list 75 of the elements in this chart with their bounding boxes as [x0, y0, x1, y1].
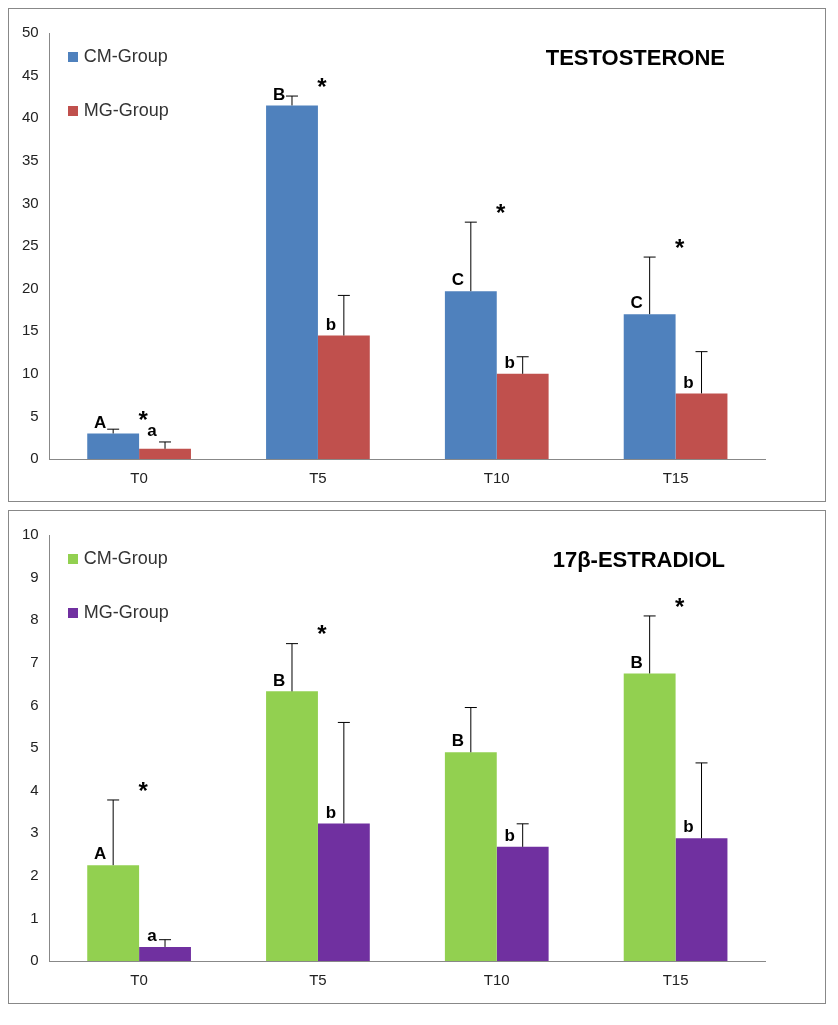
annotation: * [138, 776, 149, 804]
bar [623, 673, 676, 961]
bar [266, 105, 318, 459]
y-tick-label: 2 [30, 865, 39, 883]
y-tick-label: 20 [22, 278, 39, 296]
annotation: b [683, 372, 694, 392]
x-tick-label: T15 [662, 971, 689, 989]
y-tick-label: 9 [30, 567, 39, 585]
annotation: B [630, 652, 643, 672]
annotation: * [317, 72, 328, 100]
annotation: a [147, 421, 158, 441]
x-tick-label: T10 [483, 971, 510, 989]
y-tick-label: 7 [30, 652, 39, 670]
y-tick-label: 45 [22, 65, 39, 83]
bar [139, 448, 191, 459]
legend-label: MG-Group [83, 602, 169, 623]
annotation: B [272, 84, 286, 104]
x-tick-label: T15 [662, 469, 689, 487]
annotation: * [674, 233, 685, 261]
y-tick-label: 40 [22, 108, 39, 126]
y-tick-label: 8 [30, 610, 39, 628]
x-tick-label: T5 [309, 469, 327, 487]
annotation: b [325, 802, 337, 822]
y-tick-label: 30 [22, 193, 39, 211]
y-tick-label: 50 [22, 23, 39, 41]
x-tick-label: T5 [309, 971, 327, 989]
bar [444, 291, 497, 459]
bar [87, 433, 140, 459]
y-tick-label: 6 [30, 695, 39, 713]
annotation: b [504, 826, 515, 846]
bar [496, 373, 549, 459]
y-tick-label: 10 [22, 525, 39, 543]
annotation: A [94, 844, 107, 864]
bar [444, 752, 497, 961]
x-tick-label: T0 [130, 469, 148, 487]
y-tick-label: 5 [30, 406, 39, 424]
y-tick-label: 10 [22, 363, 39, 381]
annotation: A [94, 412, 107, 432]
x-tick-label: T0 [130, 971, 148, 989]
y-tick-label: 15 [22, 321, 39, 339]
bar [266, 691, 318, 961]
y-tick-label: 1 [30, 908, 39, 926]
bar [675, 838, 728, 961]
annotation: a [147, 926, 158, 946]
legend-label: CM-Group [83, 46, 168, 67]
bar [87, 865, 140, 961]
bar [675, 393, 728, 459]
bar [496, 846, 549, 961]
y-tick-label: 0 [30, 951, 39, 969]
y-tick-label: 3 [30, 823, 39, 841]
bar [623, 314, 676, 459]
y-tick-label: 0 [30, 449, 39, 467]
x-tick-label: T10 [483, 469, 510, 487]
annotation: C [451, 270, 464, 290]
annotation: * [496, 198, 507, 226]
annotation: b [504, 352, 515, 372]
y-tick-label: 5 [30, 738, 39, 756]
annotation: * [138, 405, 149, 433]
legend-label: MG-Group [83, 100, 169, 121]
y-tick-label: 35 [22, 150, 39, 168]
bar [317, 823, 370, 961]
annotation: b [325, 314, 337, 334]
annotation: C [630, 293, 643, 313]
text: 17β-ESTRADIOL [552, 547, 725, 573]
y-tick-label: 25 [22, 236, 39, 254]
annotation: B [451, 731, 464, 751]
bar [317, 335, 370, 459]
annotation: B [272, 670, 286, 690]
bar [139, 946, 191, 961]
annotation: b [683, 817, 694, 837]
legend-label: CM-Group [83, 548, 168, 569]
annotation: * [674, 592, 685, 620]
annotation: * [317, 620, 328, 648]
text: TESTOSTERONE [545, 45, 725, 71]
y-tick-label: 4 [30, 780, 39, 798]
